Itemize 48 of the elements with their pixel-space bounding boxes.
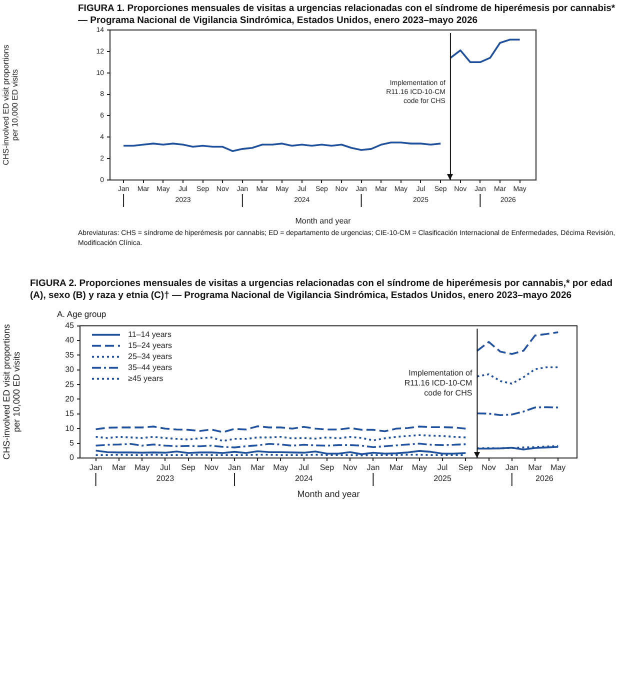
y-tick-label: 35 — [65, 350, 75, 360]
y-tick-label: 0 — [70, 453, 75, 462]
x-tick-label: Mar — [528, 463, 542, 472]
x-tick-label: Jul — [437, 463, 448, 472]
y-tick-label: 15 — [65, 409, 75, 418]
x-tick-label: Mar — [112, 463, 126, 472]
x-tick-label: Sep — [320, 463, 335, 472]
text: 2025 — [434, 474, 452, 484]
y-axis-title: CHS-involved ED visit proportions per 10,000 ED visits — [1, 324, 22, 460]
legend-label: 11–14 years — [128, 330, 172, 340]
y-tick-label: 40 — [65, 336, 75, 345]
chart-title: FIGURA 1. Proporciones mensuales de visitas a urgencias relacionadas con el síndrome de hiperémesis por cannabis* — Programa Nacional de Vigilancia Sindrómica, Estados Unidos, enero 2023–mayo 2026 — [78, 3, 616, 27]
x-tick-label: Jan — [228, 463, 241, 472]
x-tick-label: Sep — [181, 463, 196, 472]
legend-label: 25–34 years — [128, 352, 172, 362]
x-tick-label: Mar — [250, 463, 265, 472]
chart-title: FIGURA 2. Proporciones mensuales de visitas a urgencias relacionadas con el síndrome de hiperémesis por cannabis,* por edad (A), sexo (B) y raza y etnia (C)† — Programa Nacional de Vigilancia Sindrómica, Estados Unidos, enero 2023–mayo 2026 — [30, 278, 614, 302]
legend-label: 15–24 years — [128, 341, 172, 350]
ref-line-label: Implementation of R11.16 ICD-10-CM code for CHS — [404, 368, 473, 398]
x-tick-label: Mar — [389, 463, 404, 472]
y-tick-label: 20 — [65, 394, 75, 404]
x-tick-label: May — [550, 463, 566, 472]
text: 2023 — [156, 474, 175, 484]
x-tick-label: Sep — [458, 463, 474, 472]
x-tick-label: Jan — [89, 463, 102, 472]
x-tick-label: Nov — [482, 463, 496, 472]
text: 2024 — [294, 474, 314, 484]
x-tick-label: May — [134, 463, 150, 472]
x-tick-label: Jul — [160, 463, 170, 472]
x-tick-label: Jan — [366, 463, 380, 472]
y-tick-label: 5 — [70, 438, 75, 448]
legend-label: 35–44 years — [128, 363, 172, 372]
y-tick-label: 45 — [65, 321, 75, 330]
x-axis-title: Month and year — [295, 216, 352, 226]
text: 2026 — [536, 474, 554, 484]
legend-label: ≥45 years — [128, 374, 164, 384]
x-tick-label: May — [412, 463, 427, 472]
y-tick-label: 10 — [65, 424, 75, 433]
y-tick-label: 25 — [65, 380, 75, 389]
y-tick-label: 30 — [65, 365, 75, 374]
x-tick-label: Nov — [204, 463, 218, 472]
y-axis-title: CHS-involved ED visit proportions per 10,000 ED visits — [2, 44, 20, 166]
chart-subtitle: A. Age group — [57, 309, 106, 319]
x-tick-label: Jan — [505, 463, 518, 472]
x-tick-label: Nov — [342, 463, 358, 472]
x-tick-label: May — [273, 463, 288, 472]
x-tick-label: Jul — [298, 463, 310, 472]
x-axis-title: Month and year — [297, 489, 360, 500]
